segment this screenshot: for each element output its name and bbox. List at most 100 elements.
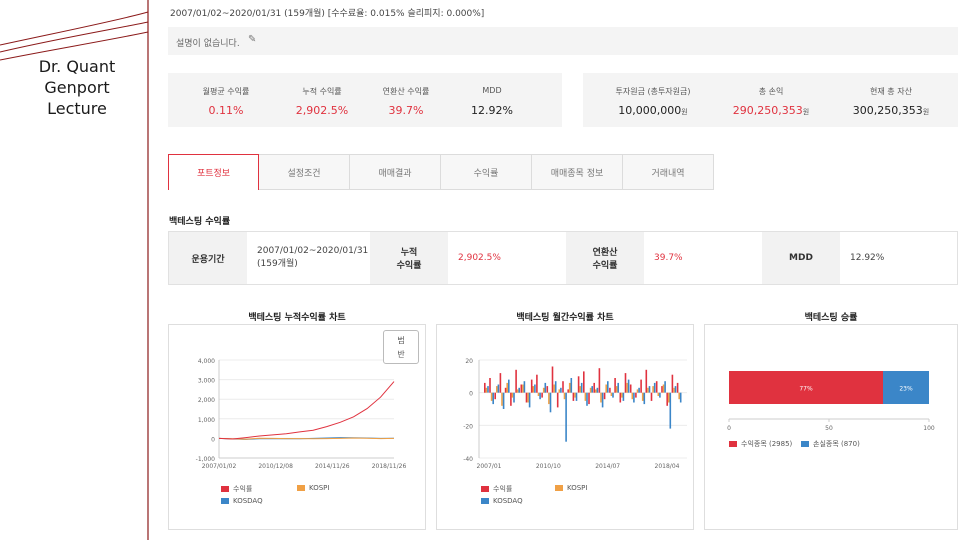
bar-0 [556, 392, 559, 408]
bar-0 [510, 392, 512, 406]
lecture-line-2: Genport [44, 78, 110, 97]
zoom-button[interactable]: 범 반 [383, 330, 419, 364]
stat-total-profit: 총 손익 290,250,353원 [711, 73, 831, 127]
bar-0 [525, 392, 528, 403]
bar-2 [523, 381, 526, 393]
legend-label: 수익률 [493, 485, 513, 493]
tab-trade-results[interactable]: 매매결과 [350, 154, 441, 190]
cum-label-1: 누적 [400, 248, 418, 258]
bar-0 [593, 382, 595, 393]
bar-0 [530, 379, 533, 393]
bar-1 [636, 389, 639, 393]
legend-item-kospi[interactable]: KOSPI [555, 484, 587, 492]
bar-2 [539, 392, 541, 400]
summary-cum-value: 2,902.5% [458, 252, 501, 263]
stat-principal: 투자원금 (총투자원금) 10,000,000원 [593, 73, 713, 127]
bar-2 [570, 378, 573, 393]
stat-total-assets: 현재 총 자산 300,250,353원 [831, 73, 951, 127]
legend-swatch [801, 441, 809, 447]
bar-2 [617, 382, 619, 393]
chart-monthly: 20 0 -20 -40 2007/01 2010/10 2014/07 2018/04 수익… [436, 324, 694, 530]
ann-label-2: 수익률 [592, 261, 618, 271]
y-tick-label: 0 [469, 391, 473, 398]
bar-0 [515, 369, 517, 393]
chart-cumulative: 4,000 3,000 2,000 1,000 0 -1,000 2007/01/02 201… [168, 324, 426, 530]
pencil-icon[interactable]: ✎ [248, 34, 257, 45]
series-line-1 [218, 437, 395, 440]
legend-item-return[interactable]: 수익률 [221, 484, 252, 494]
bar-0 [520, 384, 523, 393]
principal-value: 10,000,000 [618, 104, 682, 117]
chart-winrate-title: 백테스팅 승률 [804, 313, 858, 323]
bar-0 [624, 373, 627, 393]
bar-2 [518, 387, 520, 393]
legend-swatch [221, 486, 229, 492]
stat-label: 누적 수익률 [302, 87, 342, 96]
stat-label: 현재 총 자산 [870, 87, 912, 96]
tab-stock-info[interactable]: 매매종목 정보 [532, 154, 623, 190]
legend-swatch [221, 498, 229, 504]
bar-2 [492, 392, 494, 405]
tab-transactions[interactable]: 거래내역 [623, 154, 714, 190]
period-range: 2007/01/02~2020/01/31 [257, 246, 369, 256]
chart-winrate: 77% 23% 0 50 100 수익종목 (2985) 손실종목 (870) [704, 324, 958, 530]
legend-item-kosdaq[interactable]: KOSDAQ [481, 497, 523, 505]
bar-1 [589, 387, 592, 393]
x-tick-label: 100 [923, 425, 935, 432]
bar-1 [615, 386, 618, 393]
stat-label: 투자원금 (총투자원금) [615, 87, 691, 96]
bar-0 [546, 386, 549, 393]
bar-1 [610, 392, 613, 396]
stat-value: 2,902.5% [295, 104, 349, 117]
y-tick-label: 3,000 [198, 378, 215, 385]
legend-item-kospi[interactable]: KOSPI [297, 484, 329, 492]
bar-2 [591, 386, 593, 393]
bar-0 [572, 392, 575, 401]
stat-mdd: MDD 12.92% [444, 73, 540, 127]
x-tick-label: 2018/04 [655, 463, 680, 470]
stat-cumulative-return: 누적 수익률 2,902.5% [274, 73, 370, 127]
currency-unit: 원 [922, 108, 930, 116]
legend-swatch [481, 486, 489, 492]
x-tick-label: 2010/12/08 [258, 463, 293, 470]
bar-0 [650, 392, 653, 401]
y-tick-label: 0 [211, 436, 215, 443]
bar-1 [647, 387, 649, 393]
bar-0 [603, 392, 606, 400]
bar-0 [484, 382, 486, 393]
bar-1 [527, 392, 529, 403]
bar-2 [622, 392, 625, 401]
bar-2 [664, 381, 666, 393]
bar-0 [609, 387, 611, 393]
bar-0 [645, 369, 648, 393]
legend-item-loss[interactable]: 손실종목 (870) [801, 439, 860, 449]
legend-item-win[interactable]: 수익종목 (2985) [729, 439, 792, 449]
bar-1 [600, 392, 602, 403]
bar-0 [635, 392, 637, 398]
bar-0 [583, 371, 585, 393]
summary-ann-label: 연환산 수익률 [566, 232, 644, 284]
bar-0 [614, 378, 616, 393]
legend-item-return[interactable]: 수익률 [481, 484, 512, 494]
winrate-bar-0 [729, 371, 883, 404]
description-box: 설명이 없습니다. ✎ [168, 27, 958, 55]
tab-returns[interactable]: 수익률 [441, 154, 532, 190]
bar-0 [666, 392, 668, 406]
bar-2 [669, 392, 672, 429]
bar-2 [560, 387, 562, 393]
y-tick-label: -1,000 [196, 456, 216, 463]
summary-period-label: 운용기간 [169, 232, 247, 284]
x-tick-label: 2014/11/26 [315, 463, 350, 470]
bar-2 [544, 382, 547, 393]
tab-settings[interactable]: 설정조건 [259, 154, 350, 190]
bar-1 [579, 386, 581, 393]
bar-0 [567, 389, 569, 393]
tab-port-info[interactable]: 포트정보 [168, 154, 259, 190]
y-tick-label: 1,000 [198, 417, 215, 424]
ann-label-1: 연환산 [592, 248, 618, 258]
return-stats-box: 월평균 수익률 0.11% 누적 수익률 2,902.5% 연환산 수익률 39… [168, 73, 562, 127]
legend-item-kosdaq[interactable]: KOSDAQ [221, 497, 263, 505]
legend-swatch [729, 441, 737, 447]
x-tick-label: 0 [727, 425, 731, 432]
bar-1 [621, 392, 623, 398]
